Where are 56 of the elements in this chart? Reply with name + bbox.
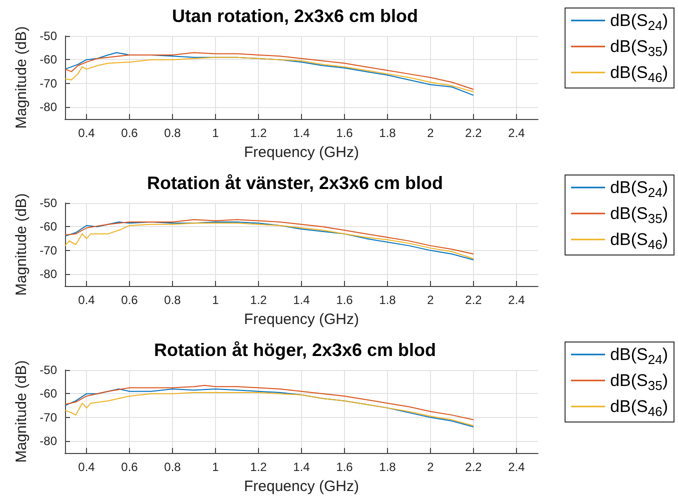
y-tick-label: -50 <box>40 363 58 377</box>
x-tick-label: 1.8 <box>379 293 396 307</box>
x-tick-label: 2.2 <box>465 293 482 307</box>
x-tick-label: 1.4 <box>293 126 310 140</box>
x-tick-label: 2.4 <box>508 460 526 474</box>
x-axis-title: Frequency (GHz) <box>244 311 360 328</box>
line-series <box>64 384 474 420</box>
x-tick-label: 0.8 <box>164 460 182 474</box>
x-tick-label: 1 <box>212 293 220 307</box>
x-tick-label: 1.2 <box>250 126 268 140</box>
x-axis-title: Frequency (GHz) <box>244 144 360 161</box>
y-tick-label: -70 <box>40 410 58 424</box>
y-tick-label: -80 <box>40 100 58 114</box>
x-tick-label: 0.6 <box>121 126 138 140</box>
x-tick-label: 0.6 <box>121 460 138 474</box>
x-tick-label: 0.8 <box>164 126 182 140</box>
x-tick-label: 0.4 <box>78 126 96 140</box>
x-tick-label: 1.6 <box>336 293 354 307</box>
x-tick-label: 0.4 <box>78 293 96 307</box>
x-tick-label: 1 <box>212 460 220 474</box>
y-tick-label: -80 <box>40 267 58 282</box>
y-tick-label: -80 <box>40 434 58 448</box>
x-tick-label: 1.4 <box>293 293 310 307</box>
x-tick-label: 2.4 <box>508 293 526 307</box>
x-tick-label: 0.4 <box>78 460 96 474</box>
y-axis-title: Magnitude (dB) <box>12 26 30 129</box>
x-tick-label: 1.6 <box>336 460 354 474</box>
x-tick-label: 1.8 <box>379 460 396 474</box>
y-tick-label: -60 <box>40 220 58 234</box>
x-tick-label: 2 <box>427 126 434 140</box>
y-tick-label: -60 <box>40 52 58 67</box>
y-tick-label: -70 <box>40 243 58 258</box>
x-tick-label: 1.8 <box>379 126 396 140</box>
x-tick-label: 1.4 <box>293 460 310 474</box>
x-tick-label: 2.2 <box>465 126 482 140</box>
y-tick-label: -70 <box>40 76 58 90</box>
x-tick-label: 2 <box>427 293 434 307</box>
chart-title: Utan rotation, 2x3x6 cm blod <box>172 6 418 26</box>
x-tick-label: 2 <box>427 460 434 474</box>
x-tick-label: 2.2 <box>465 460 482 474</box>
x-tick-label: 0.6 <box>121 293 138 307</box>
chart-title: Rotation åt höger, 2x3x6 cm blod <box>154 340 436 360</box>
x-axis-title: Frequency (GHz) <box>244 478 360 495</box>
x-tick-label: 0.8 <box>164 293 182 307</box>
x-tick-label: 1.6 <box>336 126 354 140</box>
x-tick-label: 2.4 <box>508 126 526 140</box>
x-tick-label: 1 <box>212 126 220 140</box>
x-tick-label: 1.2 <box>250 460 268 474</box>
y-axis-title: Magnitude (dB) <box>12 193 30 296</box>
y-tick-label: -60 <box>40 386 58 401</box>
y-tick-label: -50 <box>40 29 58 43</box>
y-axis-title: Magnitude (dB) <box>12 360 30 463</box>
x-tick-label: 1.2 <box>250 293 268 307</box>
y-tick-label: -50 <box>40 196 58 210</box>
chart-title: Rotation åt vänster, 2x3x6 cm blod <box>146 173 444 193</box>
line-series <box>64 219 474 254</box>
